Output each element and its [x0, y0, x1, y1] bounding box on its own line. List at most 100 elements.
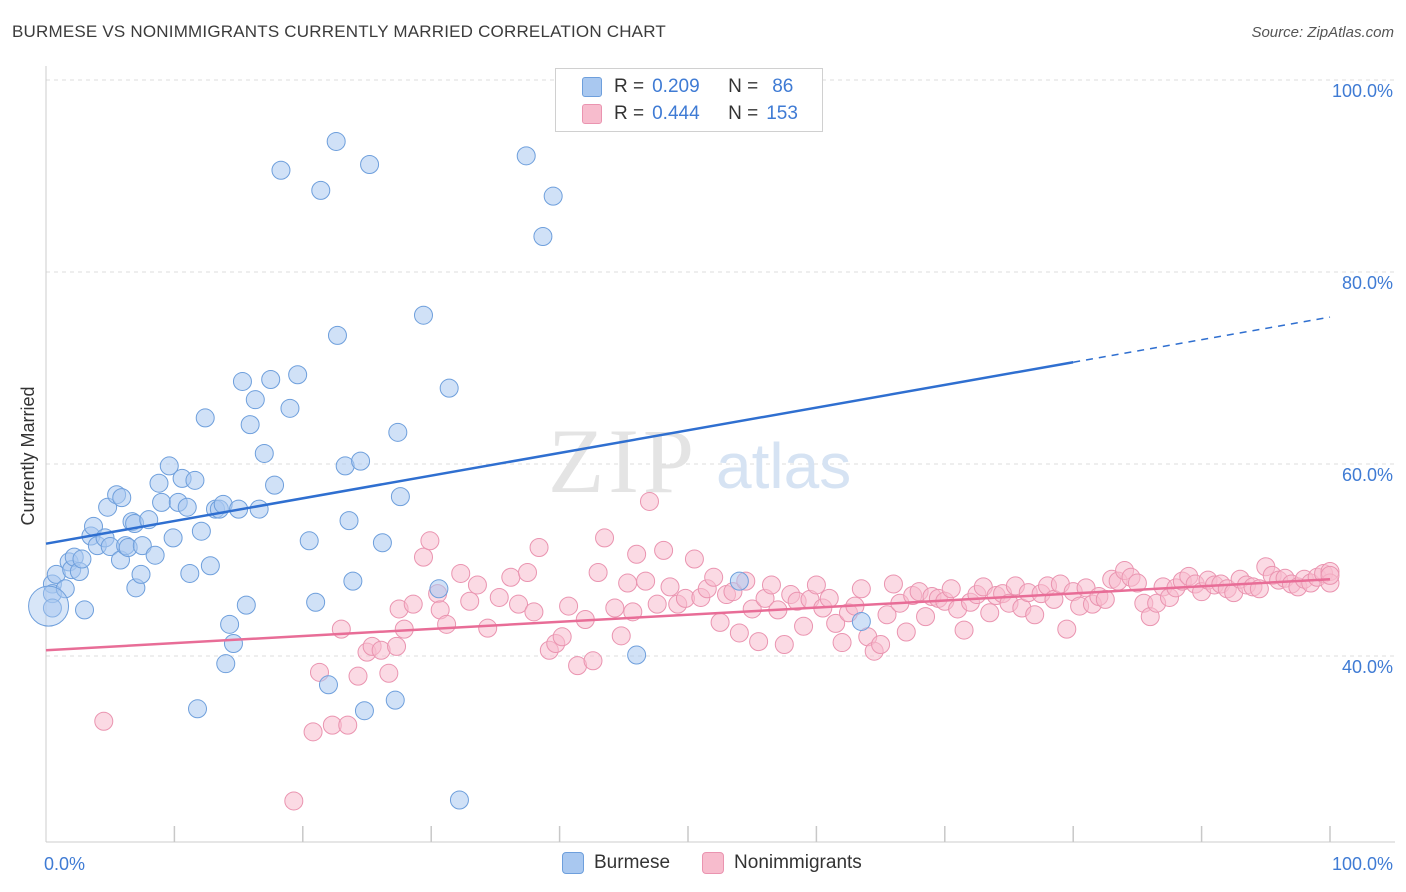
nonimmigrants-point: [501, 567, 521, 587]
nonimmigrants-point: [826, 613, 846, 633]
nonimmigrants-point: [94, 711, 114, 731]
burmese-point: [191, 521, 211, 541]
burmese-point: [200, 556, 220, 576]
nonimmigrants-point: [303, 722, 323, 742]
nonimmigrants-point: [1057, 619, 1077, 639]
burmese-point: [729, 571, 749, 591]
burmese-point: [163, 528, 183, 548]
nonimmigrants-point: [883, 574, 903, 594]
burmese-point: [385, 690, 405, 710]
burmese-point: [180, 563, 200, 583]
nonimmigrants-point: [806, 575, 826, 595]
nonimmigrants-point: [403, 594, 423, 614]
burmese-point: [185, 470, 205, 490]
burmese-point: [327, 325, 347, 345]
legend-swatch-burmese: [562, 852, 584, 874]
burmese-point: [236, 595, 256, 615]
burmese-point: [220, 614, 240, 634]
nonimmigrants-points: [94, 491, 1340, 811]
burmese-point: [216, 654, 236, 674]
burmese-trend-line: [45, 361, 1074, 545]
legend-n-value: 86: [772, 76, 794, 97]
legend-n-label: N =: [728, 76, 759, 97]
nonimmigrants-point: [552, 627, 572, 647]
burmese-point: [851, 611, 871, 631]
burmese-point: [372, 533, 392, 553]
y-tick-label: 100.0%: [1332, 81, 1393, 101]
burmese-point: [326, 131, 346, 151]
burmese-point: [449, 790, 469, 810]
nonimmigrants-point: [916, 607, 936, 627]
burmese-trend-extension: [1073, 316, 1331, 363]
burmese-point: [177, 497, 197, 517]
burmese-point: [261, 370, 281, 390]
legend-item-nonimmigrants[interactable]: Nonimmigrants: [702, 852, 862, 874]
nonimmigrants-point: [774, 634, 794, 654]
nonimmigrants-point: [413, 547, 433, 567]
burmese-point: [318, 675, 338, 695]
nonimmigrants-point: [761, 575, 781, 595]
nonimmigrants-point: [627, 544, 647, 564]
legend-r-value: 0.209: [652, 76, 700, 97]
burmese-point: [75, 600, 95, 620]
burmese-point: [388, 422, 408, 442]
nonimmigrants-point: [636, 571, 656, 591]
legend-row-nonimmigrants: R = 0.444 N = 153: [582, 101, 798, 127]
nonimmigrants-point: [749, 632, 769, 652]
burmese-point: [152, 492, 172, 512]
nonimmigrants-point: [1095, 589, 1115, 609]
tick-labels: 40.0% 60.0% 80.0% 100.0% 0.0% 100.0%: [44, 81, 1393, 874]
legend-item-burmese[interactable]: Burmese: [562, 852, 670, 874]
correlation-legend: R = 0.209 N = 86 R = 0.444 N = 153: [555, 68, 823, 132]
nonimmigrants-point: [819, 588, 839, 608]
burmese-point: [145, 545, 165, 565]
nonimmigrants-point: [338, 715, 358, 735]
axes: [45, 66, 1395, 843]
legend-row-burmese: R = 0.209 N = 86: [582, 74, 793, 100]
nonimmigrants-point: [529, 538, 549, 558]
trend-lines: [45, 316, 1331, 652]
nonimmigrants-point: [559, 596, 579, 616]
nonimmigrants-point: [896, 622, 916, 642]
burmese-point: [343, 571, 363, 591]
nonimmigrants-point: [1320, 565, 1340, 585]
nonimmigrants-point: [489, 587, 509, 607]
nonimmigrants-point: [980, 603, 1000, 623]
burmese-point: [131, 564, 151, 584]
burmese-point: [232, 371, 252, 391]
legend-swatch-burmese: [582, 77, 602, 97]
burmese-point: [516, 146, 536, 166]
nonimmigrants-point: [420, 531, 440, 551]
nonimmigrants-point: [518, 562, 537, 582]
watermark-atlas: atlas: [716, 430, 851, 502]
y-axis-label: Currently Married: [18, 386, 38, 525]
burmese-point: [311, 180, 331, 200]
burmese-point: [265, 475, 285, 495]
y-tick-label: 80.0%: [1342, 273, 1393, 293]
nonimmigrants-point: [379, 663, 399, 683]
burmese-point: [533, 226, 553, 246]
burmese-point: [543, 186, 563, 206]
burmese-point: [360, 154, 380, 174]
chart-title: BURMESE VS NONIMMIGRANTS CURRENTLY MARRI…: [12, 22, 666, 41]
legend-label-burmese: Burmese: [594, 852, 671, 873]
nonimmigrants-point: [605, 598, 625, 618]
burmese-point: [413, 305, 433, 325]
burmese-point: [280, 398, 300, 418]
legend-n-value: 153: [766, 103, 798, 124]
burmese-point: [354, 701, 374, 721]
legend-label-nonimmigrants: Nonimmigrants: [734, 852, 862, 873]
nonimmigrants-point: [704, 567, 724, 587]
nonimmigrants-point: [509, 594, 529, 614]
burmese-point: [42, 598, 62, 618]
burmese-point: [55, 579, 75, 599]
burmese-point: [112, 488, 132, 508]
legend-n-label: N =: [728, 103, 759, 124]
burmese-point: [429, 579, 449, 599]
burmese-point: [159, 456, 179, 476]
nonimmigrants-point: [611, 626, 631, 646]
nonimmigrants-point: [941, 579, 961, 599]
legend-r-value: 0.444: [652, 103, 700, 124]
series-legend: Burmese Nonimmigrants: [562, 852, 894, 874]
